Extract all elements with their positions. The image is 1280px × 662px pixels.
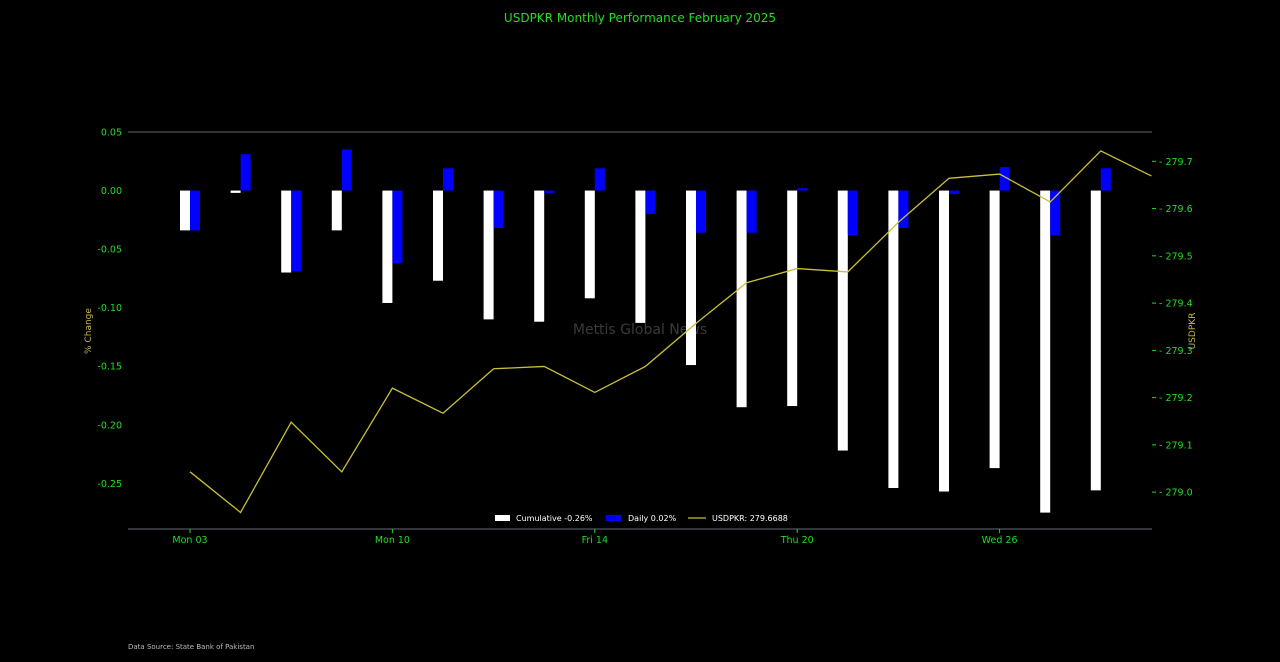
bar-cumulative xyxy=(736,190,747,408)
bar-cumulative xyxy=(433,190,443,281)
legend-label-usdpkr: USDPKR: 279.6688 xyxy=(712,514,788,523)
bar-cumulative xyxy=(635,190,646,323)
bar-daily xyxy=(645,190,656,214)
bar-cumulative xyxy=(1040,190,1051,513)
bar-daily xyxy=(1050,190,1061,236)
bar-cumulative xyxy=(180,190,190,231)
bar-daily xyxy=(999,167,1010,191)
y2-tick-label: - 279.5 xyxy=(1159,251,1193,262)
bar-daily xyxy=(443,168,453,191)
y2-tick-label: - 279.6 xyxy=(1159,204,1193,215)
line-group xyxy=(189,150,1152,514)
bar-cumulative xyxy=(331,190,342,231)
bar-daily xyxy=(746,190,757,233)
bar-daily xyxy=(594,168,605,191)
y2-tick-label: - 279.3 xyxy=(1159,346,1193,357)
bar-daily xyxy=(797,188,808,191)
data-source: Data Source: State Bank of Pakistan xyxy=(128,643,254,651)
y2-tick-label: - 279.2 xyxy=(1159,393,1193,404)
bar-daily xyxy=(696,190,706,233)
legend-swatch-daily xyxy=(606,515,621,521)
watermark: Mettis Global News xyxy=(573,322,707,338)
bar-daily xyxy=(240,154,251,191)
y2-tick-label: - 279.0 xyxy=(1159,488,1193,499)
legend-label-cumulative: Cumulative -0.26% xyxy=(516,514,593,523)
bar-cumulative xyxy=(837,190,848,451)
bar-daily xyxy=(341,149,352,191)
bar-cumulative xyxy=(230,190,241,193)
y2-axis-label: USDPKR xyxy=(1188,313,1198,350)
bar-daily xyxy=(291,190,302,272)
bar-daily xyxy=(190,190,200,231)
y2-tick-label: - 279.7 xyxy=(1159,157,1193,168)
bar-cumulative xyxy=(1090,190,1101,491)
y-axis-label: % Change xyxy=(84,308,94,354)
bar-cumulative xyxy=(787,190,798,407)
bar-daily xyxy=(493,190,504,229)
x-axis: Mon 03 Mon 10 Fri 14 Thu 20 Wed 26 xyxy=(172,529,1018,546)
y-axis-right: - 279.7 - 279.6 - 279.5 - 279.4 - 279.3 - 279… xyxy=(1152,157,1193,499)
bar-cumulative xyxy=(686,190,696,366)
x-tick-label: Thu 20 xyxy=(780,535,814,546)
legend-swatch-cumulative xyxy=(495,515,510,521)
y2-tick-label: - 279.4 xyxy=(1159,299,1193,310)
y-tick-label: -0.10 xyxy=(97,303,122,314)
y-tick-label: 0.00 xyxy=(101,186,122,197)
y-tick-label: 0.05 xyxy=(101,128,122,139)
x-tick-label: Fri 14 xyxy=(582,535,608,546)
y-axis-left: 0.05 0.00 -0.05 -0.10 -0.15 -0.20 -0.25 xyxy=(97,128,122,490)
bar-daily xyxy=(949,190,959,195)
x-tick-label: Mon 03 xyxy=(172,535,207,546)
y-tick-label: -0.15 xyxy=(97,362,122,373)
usdpkr-line xyxy=(189,150,1152,514)
chart-title: USDPKR Monthly Performance February 2025 xyxy=(504,11,776,25)
bar-daily xyxy=(898,190,909,229)
bar-cumulative xyxy=(888,190,899,489)
bar-daily xyxy=(392,190,403,264)
bar-cumulative xyxy=(534,190,545,322)
bar-cumulative xyxy=(382,190,393,303)
bar-cumulative xyxy=(483,190,494,320)
y-tick-label: -0.20 xyxy=(97,420,122,431)
bar-daily xyxy=(544,190,555,193)
y2-tick-label: - 279.1 xyxy=(1159,440,1193,451)
bar-cumulative xyxy=(584,190,595,299)
bar-daily xyxy=(847,190,858,236)
bars-group xyxy=(180,149,1111,513)
bar-cumulative xyxy=(281,190,292,273)
bar-daily xyxy=(1100,168,1111,191)
legend: Cumulative -0.26% Daily 0.02% USDPKR: 27… xyxy=(495,514,788,523)
bar-cumulative xyxy=(989,190,1000,469)
bar-cumulative xyxy=(939,190,949,492)
y-tick-label: -0.25 xyxy=(97,479,122,490)
x-tick-label: Wed 26 xyxy=(982,535,1018,546)
legend-label-daily: Daily 0.02% xyxy=(628,514,677,523)
y-tick-label: -0.05 xyxy=(97,245,122,256)
x-tick-label: Mon 10 xyxy=(375,535,410,546)
